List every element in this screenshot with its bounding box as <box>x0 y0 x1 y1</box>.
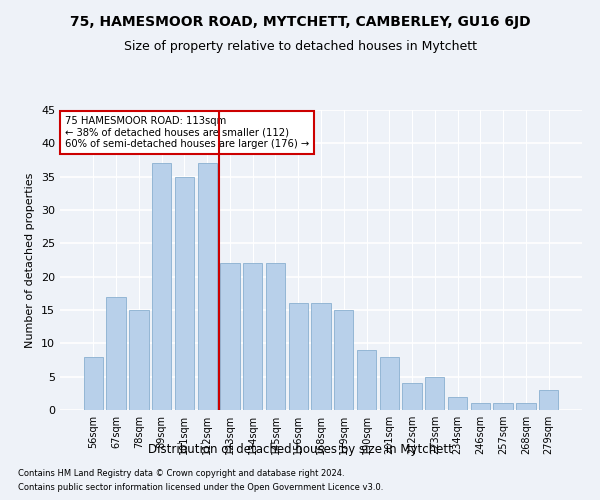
Bar <box>197 164 217 410</box>
Text: Distribution of detached houses by size in Mytchett: Distribution of detached houses by size … <box>148 442 452 456</box>
Bar <box>289 304 308 410</box>
Bar <box>380 356 399 410</box>
Bar <box>493 404 513 410</box>
Bar <box>129 310 149 410</box>
Bar <box>516 404 536 410</box>
Bar <box>266 264 285 410</box>
Bar <box>334 310 353 410</box>
Bar <box>448 396 467 410</box>
Text: Size of property relative to detached houses in Mytchett: Size of property relative to detached ho… <box>124 40 476 53</box>
Bar <box>220 264 239 410</box>
Text: 75 HAMESMOOR ROAD: 113sqm
← 38% of detached houses are smaller (112)
60% of semi: 75 HAMESMOOR ROAD: 113sqm ← 38% of detac… <box>65 116 310 149</box>
Text: 75, HAMESMOOR ROAD, MYTCHETT, CAMBERLEY, GU16 6JD: 75, HAMESMOOR ROAD, MYTCHETT, CAMBERLEY,… <box>70 15 530 29</box>
Bar <box>425 376 445 410</box>
Bar <box>152 164 172 410</box>
Bar <box>311 304 331 410</box>
Bar <box>357 350 376 410</box>
Bar <box>84 356 103 410</box>
Bar <box>243 264 262 410</box>
Text: Contains public sector information licensed under the Open Government Licence v3: Contains public sector information licen… <box>18 484 383 492</box>
Bar <box>175 176 194 410</box>
Bar <box>403 384 422 410</box>
Bar <box>539 390 558 410</box>
Bar <box>470 404 490 410</box>
Bar <box>106 296 126 410</box>
Text: Contains HM Land Registry data © Crown copyright and database right 2024.: Contains HM Land Registry data © Crown c… <box>18 468 344 477</box>
Y-axis label: Number of detached properties: Number of detached properties <box>25 172 35 348</box>
